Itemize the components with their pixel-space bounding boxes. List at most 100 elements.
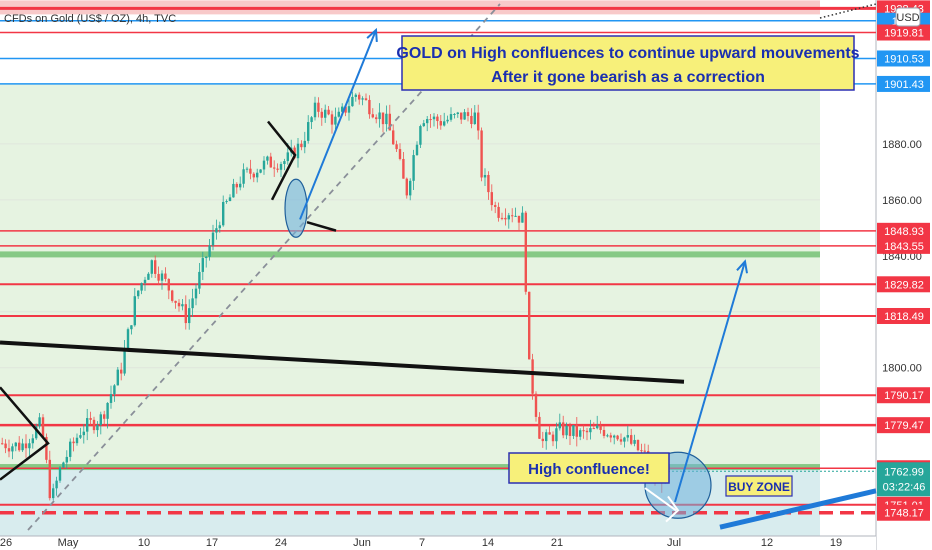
price-tag-1818.49[interactable] (877, 307, 930, 324)
y-tick-label: 1800.00 (882, 363, 922, 375)
candle-body (378, 112, 381, 120)
candle-body (548, 432, 551, 435)
x-tick-label: 19 (830, 537, 842, 549)
candle-body (534, 393, 538, 417)
price-tag-1748.17[interactable] (877, 504, 930, 521)
price-tag-1790.17[interactable] (877, 387, 930, 404)
candle-body (609, 435, 612, 438)
currency-badge-label: USD (896, 12, 919, 24)
candle-body (266, 156, 269, 161)
candle-body (483, 174, 487, 178)
candle-body (28, 443, 31, 449)
symbol-title: CFDs on Gold (US$ / OZ), 4h, TVC (4, 13, 176, 25)
candle-body (211, 232, 215, 246)
candle-body (242, 169, 245, 184)
x-tick-label: Jun (353, 537, 371, 549)
candle-body (330, 114, 334, 125)
candle-body (402, 158, 405, 179)
candle-body (531, 359, 534, 394)
candle-body (541, 438, 544, 442)
candle-body (388, 113, 391, 131)
candle-body (337, 111, 340, 117)
candle-body (279, 164, 283, 170)
high-confluence-box[interactable]: High confluence! (508, 452, 670, 484)
candle-body (252, 173, 255, 178)
candle-body (215, 228, 218, 233)
candle-body (517, 215, 521, 223)
candle-body (222, 201, 225, 226)
flag-line (306, 221, 337, 232)
candle-body (613, 435, 616, 438)
x-tick-label: May (58, 537, 79, 549)
candle-body (307, 122, 310, 141)
price-tag-1843.55[interactable] (877, 237, 930, 254)
price-tag-1919.81[interactable] (877, 24, 930, 41)
candle-body (320, 111, 323, 118)
candle-body (507, 215, 510, 220)
candle-body (245, 168, 249, 170)
candle-body (358, 94, 361, 100)
candle-body (432, 116, 436, 120)
candle-body (429, 119, 432, 121)
y-tick-label: 1880.00 (882, 139, 922, 151)
candle-body (602, 429, 606, 436)
annotation-line-2: After it gone bearish as a correction (491, 69, 765, 86)
candle-body (470, 115, 473, 125)
buy-zone-box[interactable]: BUY ZONE (725, 475, 793, 497)
candle-body (269, 156, 272, 168)
candle-body (555, 428, 558, 442)
price-tag-1779.47[interactable] (877, 417, 930, 434)
candle-body (368, 99, 371, 115)
candle-body (164, 273, 167, 279)
currency-badge[interactable]: USD (895, 7, 921, 27)
x-tick-label: 12 (761, 537, 773, 549)
price-tag-1829.82[interactable] (877, 276, 930, 293)
up-arrow-2-head (736, 259, 748, 274)
candle-body (38, 417, 41, 427)
candle-body (259, 169, 262, 173)
candle-body (239, 183, 242, 188)
price-tag-1910.53[interactable] (877, 50, 930, 67)
candle-body (208, 245, 211, 257)
candle-body (616, 435, 619, 440)
candle-body (116, 369, 119, 386)
candle-body (157, 273, 160, 281)
pointer-arrow-shaft (644, 487, 677, 512)
candle-body (347, 106, 351, 113)
price-tag-1901.43[interactable] (877, 75, 930, 92)
last-price-tag[interactable] (877, 462, 930, 497)
time-axis[interactable]: 26 May 10 17 24 Jun 7 14 21 Jul 12 19 (0, 535, 876, 550)
candle-body (565, 425, 568, 436)
candle-body (426, 119, 429, 124)
candle-body (218, 225, 221, 229)
candle-body (385, 113, 388, 125)
candle-body (466, 112, 470, 116)
candle-body (596, 425, 599, 429)
candle-body (113, 385, 116, 395)
candle-body (636, 439, 640, 451)
price-tag-text: 1848.93 (884, 226, 924, 238)
candle-body (487, 174, 490, 193)
candle-body (106, 402, 109, 419)
main-annotation-box[interactable]: GOLD on High confluences to continue upw… (396, 35, 860, 91)
candle-body (524, 212, 527, 292)
price-tag-1848.93[interactable] (877, 222, 930, 239)
candle-body (72, 441, 75, 444)
rising-support-line (719, 488, 877, 530)
candle-body (327, 109, 330, 115)
candle-body (344, 106, 347, 113)
candle-body (375, 117, 378, 120)
candle-body (324, 109, 327, 118)
candle-body (398, 149, 402, 159)
high-confluence-label: High confluence! (528, 461, 650, 478)
candle-body (405, 178, 408, 196)
candle-body (521, 212, 524, 223)
candle-body (126, 329, 130, 349)
candle-body (310, 117, 313, 123)
x-tick-label: 7 (419, 537, 425, 549)
green-level-0 (0, 251, 820, 258)
x-tick-label: 14 (482, 537, 494, 549)
candle-body (109, 394, 113, 403)
candlesticks (1, 91, 670, 501)
candle-body (313, 102, 317, 118)
